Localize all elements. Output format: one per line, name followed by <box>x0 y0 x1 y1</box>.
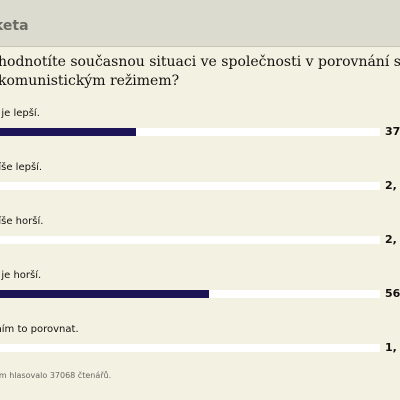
result-bar-track <box>0 182 380 190</box>
answer-value: 2, <box>385 179 397 192</box>
poll-answer: ě je lepší. 37, <box>0 108 400 152</box>
result-bar-track <box>0 344 380 352</box>
answer-label: píše lepší. <box>0 162 43 173</box>
poll-answer: mím to porovnat. 1, <box>0 324 400 368</box>
answer-value: 37, <box>385 125 400 138</box>
answer-label: mím to porovnat. <box>0 324 79 335</box>
poll-answer: píše horší. 2, <box>0 216 400 260</box>
result-bar-fill <box>0 290 209 298</box>
answer-value: 56, <box>385 287 400 300</box>
answer-value: 2, <box>385 233 397 246</box>
poll-header: keta <box>0 0 400 47</box>
poll-title: keta <box>0 18 29 34</box>
result-bar-track <box>0 128 380 136</box>
poll-answer: píše lepší. 2, <box>0 162 400 206</box>
result-bar-fill <box>0 128 136 136</box>
answer-label: ě je lepší. <box>0 108 40 119</box>
answer-label: píše horší. <box>0 216 44 227</box>
poll-question: hodnotíte současnou situaci ve společnos… <box>0 54 400 89</box>
answer-label: ě je horší. <box>0 270 42 281</box>
poll-answer: ě je horší. 56, <box>0 270 400 314</box>
result-bar-track <box>0 290 380 298</box>
poll-footer: em hlasovalo 37068 čtenářů. <box>0 371 112 380</box>
answer-value: 1, <box>385 341 397 354</box>
result-bar-track <box>0 236 380 244</box>
